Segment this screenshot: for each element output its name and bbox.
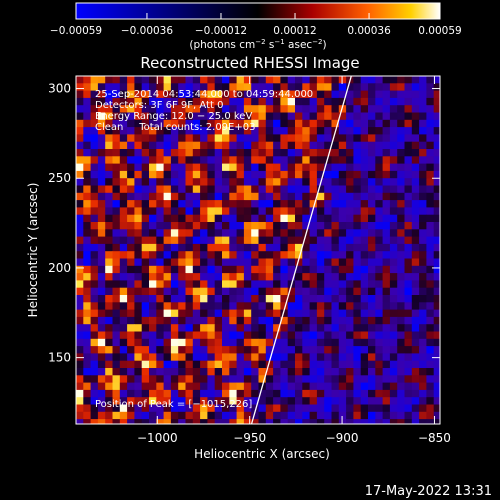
colorbar-tick-label: −0.00012 xyxy=(195,25,247,37)
info-line-time: 25-Sep-2014 04:53:44.000 to 04:59:44.000 xyxy=(95,89,313,100)
info-line-energy: Energy Range: 12.0 − 25.0 keV xyxy=(95,111,252,122)
colorbar-tick-label: −0.00036 xyxy=(121,25,174,37)
x-tick-label: −900 xyxy=(326,431,359,445)
y-tick-label: 300 xyxy=(48,82,71,96)
peak-position-label: Position of Peak = [−1015,226] xyxy=(95,399,252,410)
info-line-counts: Clean Total counts: 2.09E+03 xyxy=(95,122,255,133)
y-tick-label: 200 xyxy=(48,261,71,275)
y-tick-label: 250 xyxy=(48,171,71,185)
y-axis-ticks: 150 200 250 300 xyxy=(48,82,440,365)
colorbar-tick-label: 0.00012 xyxy=(273,25,316,37)
plot-timestamp: 17-May-2022 13:31 xyxy=(365,484,492,499)
colorbar-tick-label: 0.00059 xyxy=(418,25,461,37)
colorbar-ticks: −0.00059 −0.00036 −0.00012 0.00012 0.00036 0.… xyxy=(50,13,462,37)
x-axis-ticks: −1000 −950 −900 −850 xyxy=(137,76,451,445)
y-tick-label: 150 xyxy=(48,351,71,365)
chart-title: Reconstructed RHESSI Image xyxy=(140,54,359,72)
info-line-detectors: Detectors: 3F 6F 9F, Att 0 xyxy=(95,100,223,111)
observation-info: 25-Sep-2014 04:53:44.000 to 04:59:44.000… xyxy=(95,89,313,133)
colorbar-tick-label: 0.00036 xyxy=(347,25,391,37)
colorbar xyxy=(75,2,441,20)
x-tick-label: −950 xyxy=(233,431,266,445)
heatmap-pixels xyxy=(76,76,440,424)
solar-limb-line xyxy=(250,76,352,424)
x-axis-label: Heliocentric X (arcsec) xyxy=(194,447,330,461)
colorbar-unit-label: (photons cm−2 s−1 asec−2) xyxy=(189,38,326,51)
x-tick-label: −1000 xyxy=(137,431,178,445)
x-tick-label: −850 xyxy=(418,431,451,445)
colorbar-tick-label: −0.00059 xyxy=(50,25,102,37)
plot-frame xyxy=(75,75,441,425)
y-axis-label: Heliocentric Y (arcsec) xyxy=(26,183,40,318)
